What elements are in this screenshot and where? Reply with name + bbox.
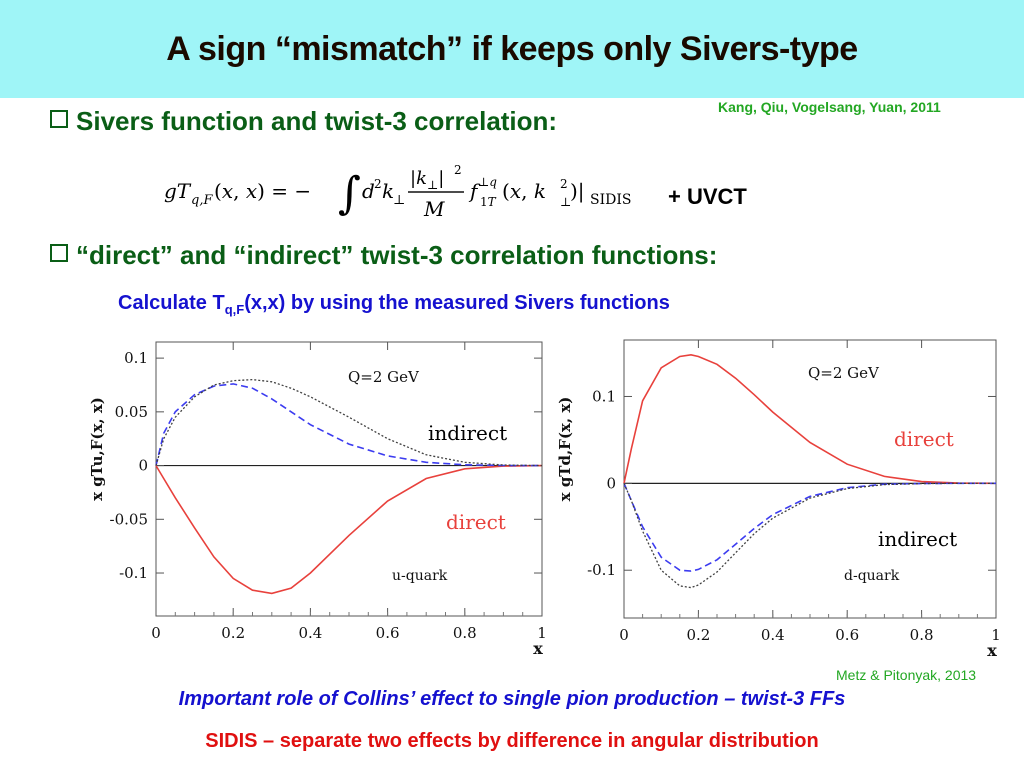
svg-text:1T: 1T (480, 195, 497, 209)
x-tick-label: 0.8 (453, 624, 477, 642)
y-axis-label: x gTd,F(x, x) (556, 397, 574, 502)
quark-label: u-quark (392, 568, 448, 584)
svg-text:q,F: q,F (191, 193, 213, 208)
plot-d-quark-svg: 0 0.2 0.4 0.6 0.8 1 0.1 0 -0.1 x x gTd,F(x, x) Q=2 … (556, 339, 1001, 660)
note-collins: Important role of Collins’ effect to sin… (178, 688, 846, 710)
calc-post: (x,x) by using the measured Sivers funct… (244, 292, 670, 314)
y-tick-label: -0.05 (110, 510, 148, 528)
svg-text:)|: )| (570, 179, 585, 204)
x-axis-label: x (533, 639, 543, 658)
reference-kang: Kang, Qiu, Vogelsang, Yuan, 2011 (718, 99, 941, 115)
calc-pre: Calculate T (118, 292, 225, 314)
svg-text:⊥: ⊥ (560, 195, 571, 209)
series-direct (155, 464, 543, 595)
indirect-label: indirect (428, 421, 507, 445)
bullet-sivers: Sivers function and twist-3 correlation: (50, 106, 557, 137)
x-tick-label: 0.6 (376, 624, 400, 642)
y-tick-label: -0.1 (587, 561, 616, 579)
svg-text:(x, x) = −: (x, x) = − (214, 179, 311, 203)
indirect-label: indirect (878, 527, 957, 551)
y-tick-label: 0.05 (115, 403, 148, 421)
calc-sub: q,F (224, 302, 245, 317)
checkbox-bullet-icon (50, 244, 68, 262)
bullet-direct-indirect-text: “direct” and “indirect” twist-3 correlat… (76, 240, 718, 270)
y-tick-label: 0 (606, 474, 616, 492)
slide-title: A sign “mismatch” if keeps only Sivers-t… (166, 30, 858, 68)
y-tick-label: -0.1 (119, 564, 148, 582)
svg-text:|k⊥|: |k⊥| (410, 168, 444, 192)
x-tick-label: 1 (537, 624, 547, 642)
svg-text:gT: gT (164, 179, 192, 203)
uvct-label: + UVCT (668, 184, 747, 209)
svg-text:2: 2 (374, 177, 382, 191)
svg-text:M: M (423, 197, 445, 221)
formula: gT q,F (x, x) = − ∫ d 2 k ⊥ |k⊥| 2 M f ⊥… (162, 160, 662, 235)
scale-label: Q=2 GeV (348, 368, 420, 386)
plot-d-quark: 0 0.2 0.4 0.6 0.8 1 0.1 0 -0.1 x x gTd,F(x, x) Q=2 … (546, 330, 1006, 675)
svg-text:⊥: ⊥ (393, 193, 405, 208)
x-axis-label: x (987, 641, 997, 660)
x-tick-label: 0.8 (910, 626, 934, 644)
x-tick-label: 0.2 (221, 624, 245, 642)
x-tick-label: 0.2 (686, 626, 710, 644)
svg-text:⊥q: ⊥q (478, 175, 497, 189)
svg-text:∫: ∫ (338, 168, 361, 219)
scale-label: Q=2 GeV (808, 364, 880, 382)
direct-label: direct (894, 427, 954, 451)
y-tick-label: 0.1 (592, 387, 616, 405)
calc-line: Calculate Tq,F(x,x) by using the measure… (118, 292, 670, 317)
x-tick-label: 0 (619, 626, 629, 644)
svg-text:SIDIS: SIDIS (590, 192, 631, 208)
y-axis-label: x gTu,F(x, x) (88, 397, 106, 501)
series-total (155, 378, 543, 467)
quark-label: d-quark (844, 568, 900, 584)
x-tick-label: 1 (991, 626, 1001, 644)
svg-text:d: d (362, 179, 375, 203)
plot-u-quark: 0 0.2 0.4 0.6 0.8 1 0.1 0.05 0 -0.05 -0.1 x x gTu,F(… (78, 330, 558, 675)
svg-text:2: 2 (560, 177, 568, 191)
y-tick-label: 0 (138, 457, 148, 475)
x-tick-label: 0.4 (761, 626, 785, 644)
checkbox-bullet-icon (50, 110, 68, 128)
direct-label: direct (446, 510, 506, 534)
series-direct (623, 353, 997, 485)
y-tick-label: 0.1 (124, 349, 148, 367)
plot-u-quark-svg: 0 0.2 0.4 0.6 0.8 1 0.1 0.05 0 -0.05 -0.1 x x gTu,F(… (88, 341, 547, 658)
x-tick-label: 0 (151, 624, 161, 642)
svg-text:k: k (382, 179, 394, 203)
reference-metz: Metz & Pitonyak, 2013 (836, 667, 977, 683)
svg-text:2: 2 (454, 163, 462, 177)
title-bar (0, 0, 1024, 98)
x-tick-label: 0.6 (835, 626, 859, 644)
formula-graphic: gT q,F (x, x) = − ∫ d 2 k ⊥ |k⊥| 2 M f ⊥… (164, 163, 631, 221)
svg-text:(x, k: (x, k (502, 179, 546, 203)
x-tick-label: 0.4 (298, 624, 322, 642)
bullet-sivers-text: Sivers function and twist-3 correlation: (76, 106, 558, 136)
bullet-direct-indirect: “direct” and “indirect” twist-3 correlat… (50, 240, 717, 271)
series-indirect (155, 383, 543, 467)
note-sidis: SIDIS – separate two effects by differen… (205, 730, 819, 752)
series-total (623, 482, 996, 589)
